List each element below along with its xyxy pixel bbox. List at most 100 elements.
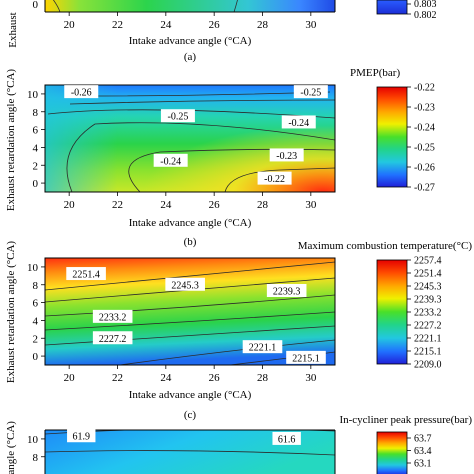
colorbar-tick-label: 63.4 xyxy=(414,446,432,457)
contour-label: -0.26 xyxy=(71,88,92,99)
panel-b-frame xyxy=(44,84,336,193)
panel-b-caption: (b) xyxy=(184,236,197,248)
x-tick-label: 26 xyxy=(209,19,221,31)
contour-label-bg xyxy=(242,340,283,354)
colorbar-tick-label: 2221.1 xyxy=(414,334,442,345)
colorbar-tick-label: 63.1 xyxy=(414,459,432,470)
contour-label: -0.22 xyxy=(264,174,285,185)
contour-label: 2227.2 xyxy=(99,334,127,345)
contour-label-bg xyxy=(67,429,96,443)
panel-c-colorbar xyxy=(376,259,408,365)
x-tick-label: 26 xyxy=(209,372,221,384)
panel-c-y-ticks: 0 2 4 6 8 10 xyxy=(27,262,45,363)
y-tick-label: 0 xyxy=(33,351,39,363)
panel-b-colorbar xyxy=(376,86,408,188)
panel-b-x-axis-label: Intake advance angle (°CA) xyxy=(129,217,252,229)
contour-label-bg xyxy=(272,431,301,445)
contour-label: 2239.3 xyxy=(273,286,301,297)
colorbar-tick-label: 2215.1 xyxy=(414,347,442,358)
contour-line xyxy=(69,99,335,105)
contour-label-bg xyxy=(92,331,133,345)
contour-label: 61.6 xyxy=(278,434,296,445)
x-tick-label: 22 xyxy=(112,19,123,31)
panel-a-colorbar xyxy=(376,0,408,15)
colorbar-tick-label: 2245.3 xyxy=(414,282,442,293)
contour-label: 2251.4 xyxy=(72,270,100,281)
panel-a-colorbar-tick-label: 0.803 xyxy=(414,0,437,10)
colorbar-tick-label: 2233.2 xyxy=(414,308,442,319)
y-tick-label: 0 xyxy=(33,178,39,190)
contour-label-bg xyxy=(64,85,99,99)
panel-a-y-tick-label: 0 xyxy=(33,0,39,11)
colorbar-tick-label: -0.26 xyxy=(414,163,435,174)
panel-c-colorbar-title: Maximum combustion temperature(°C) xyxy=(298,240,473,252)
colorbar-tick-label: -0.22 xyxy=(414,83,435,94)
contour-label: -0.24 xyxy=(288,118,309,129)
x-tick-label: 28 xyxy=(257,199,269,211)
x-tick-label: 20 xyxy=(64,372,76,384)
x-tick-label: 24 xyxy=(160,199,172,211)
contour-line xyxy=(224,167,335,192)
panel-d-y-ticks: 8 10 xyxy=(27,434,45,464)
panel-a-contour-line xyxy=(233,0,238,12)
panel-b-y-ticks: 0 2 4 6 8 10 xyxy=(27,89,45,190)
contour-line xyxy=(45,311,335,331)
contour-label-bg xyxy=(269,148,304,162)
panel-d-y-axis-label: n angle (°CA) xyxy=(5,421,17,474)
y-tick-label: 8 xyxy=(33,280,39,292)
panel-c-x-ticks: 20 22 24 26 28 30 xyxy=(64,365,317,384)
colorbar-tick-label: 2227.2 xyxy=(414,321,442,332)
panel-a-y-axis-label: Exhaust xyxy=(7,12,19,47)
contour-label: 2215.1 xyxy=(292,353,320,364)
contour-label-bg xyxy=(66,267,106,281)
panel-a-x-ticks: 20 22 24 26 28 30 xyxy=(64,12,317,31)
y-tick-label: 4 xyxy=(33,142,39,154)
panel-a: 20 22 24 26 28 30 0 Intake advance angle (°CA… xyxy=(7,0,437,63)
panel-c-colorbar-ticks: 2257.4 2251.4 2245.3 2239.3 2233.2 2227.2 2221… xyxy=(407,256,442,371)
panel-c-contour-labels: 2251.4 2245.3 2239.3 2233.2 2227.2 2221.1 2215… xyxy=(66,267,326,364)
colorbar-tick-label: 2209.0 xyxy=(414,360,442,371)
panel-d-colorbar xyxy=(376,431,408,474)
x-tick-label: 30 xyxy=(305,372,317,384)
contour-label: 61.9 xyxy=(73,432,91,443)
x-tick-label: 28 xyxy=(257,372,269,384)
y-tick-label: 8 xyxy=(33,107,39,119)
colorbar-tick-label: 2251.4 xyxy=(414,269,442,280)
panel-c-x-axis-label: Intake advance angle (°CA) xyxy=(129,389,252,401)
x-tick-label: 30 xyxy=(305,19,317,31)
contour-label: -0.25 xyxy=(300,88,321,99)
x-tick-label: 20 xyxy=(64,199,76,211)
contour-line xyxy=(66,122,335,192)
panel-b-x-ticks: 20 22 24 26 28 30 xyxy=(64,192,317,211)
contour-label: 2221.1 xyxy=(249,343,277,354)
contour-label-bg xyxy=(165,277,205,291)
x-tick-label: 24 xyxy=(160,372,172,384)
contour-line xyxy=(45,261,335,291)
panel-a-colorbar-tick-label: 0.802 xyxy=(414,10,437,21)
panel-d-colorbar-title: In-cycliner peak pressure(bar) xyxy=(339,414,472,426)
contour-label: 2233.2 xyxy=(99,312,127,323)
panel-d: 8 10 61.9 61.6 n angle (°CA) In-cycliner p… xyxy=(5,414,472,474)
colorbar-tick-label: -0.23 xyxy=(414,103,435,114)
panel-a-plot-area xyxy=(45,0,335,12)
panel-d-colorbar-ticks: 63.763.4 63.1 xyxy=(407,434,432,470)
contour-label-bg xyxy=(257,171,292,185)
y-tick-label: 10 xyxy=(27,89,39,101)
contour-label: 2245.3 xyxy=(171,280,199,291)
y-tick-label: 8 xyxy=(33,452,39,464)
colorbar-tick-label: 2239.3 xyxy=(414,295,442,306)
panel-b-colorbar-ticks: -0.22 -0.23 -0.24 -0.25 -0.26 -0.27 xyxy=(407,83,435,194)
colorbar-tick-label: -0.24 xyxy=(414,123,435,134)
x-tick-label: 24 xyxy=(160,19,172,31)
contour-label-bg xyxy=(266,283,307,297)
panel-c-caption: (c) xyxy=(184,409,197,421)
y-tick-label: 6 xyxy=(33,298,39,310)
panel-a-x-axis-label: Intake advance angle (°CA) xyxy=(129,35,252,47)
contour-label-bg xyxy=(153,153,188,167)
contour-label: -0.25 xyxy=(167,112,188,123)
contour-label-bg xyxy=(286,350,326,364)
y-tick-label: 2 xyxy=(33,160,39,172)
contour-line xyxy=(119,339,335,365)
